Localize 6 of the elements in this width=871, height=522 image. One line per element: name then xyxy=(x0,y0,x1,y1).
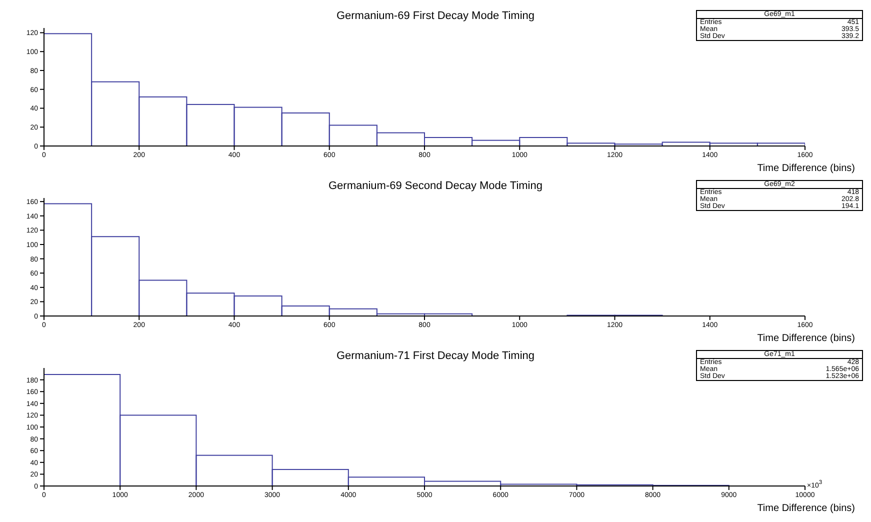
x-axis-title: Time Difference (bins) xyxy=(757,163,855,174)
chart-title: Germanium-69 Second Decay Mode Timing xyxy=(328,180,542,192)
chart-title: Germanium-69 First Decay Mode Timing xyxy=(336,10,535,22)
chart-title: Germanium-71 First Decay Mode Timing xyxy=(336,350,535,362)
x-axis-title: Time Difference (bins) xyxy=(757,503,855,514)
x-axis-title: Time Difference (bins) xyxy=(757,333,855,344)
